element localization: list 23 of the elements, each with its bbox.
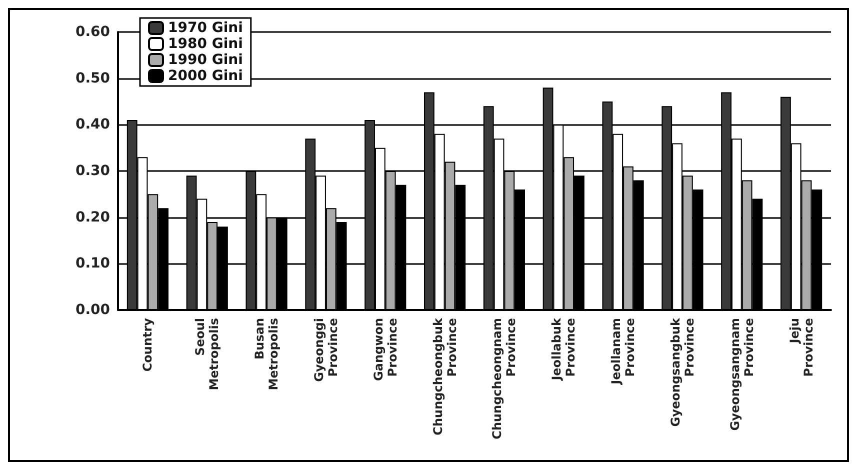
legend-label: 1990 Gini — [168, 52, 243, 68]
x-tick-label: Gyeongsangnam Province — [728, 318, 756, 431]
x-tick-label: Jeollanam Province — [609, 318, 638, 386]
x-tick-label: Busan Metropolis — [252, 318, 281, 390]
x-tick-label: Gangwon Province — [371, 318, 400, 381]
x-tick-label: Gyeongsangbuk Province — [668, 316, 696, 427]
y-tick-label: 0.60 — [75, 24, 110, 40]
y-tick-label: 0.40 — [75, 116, 110, 133]
x-tick-label: Gyeonggi Province — [312, 318, 340, 382]
y-tick-label: 0.50 — [75, 70, 110, 86]
legend-label: 1970 Gini — [168, 20, 243, 36]
x-tick-label: Jeollabuk Province — [550, 316, 578, 382]
x-tick-label: Country — [140, 318, 155, 372]
x-tick-label: Chungcheongnam Province — [490, 318, 518, 440]
y-tick-label: 0.00 — [75, 302, 110, 318]
x-tick-label: Chungcheongbuk Province — [430, 316, 459, 436]
x-tick-label: Jeju Province — [787, 318, 816, 377]
legend-label: 2000 Gini — [168, 68, 243, 84]
y-tick-label: 0.10 — [75, 256, 110, 272]
legend-label: 1980 Gini — [168, 36, 243, 52]
x-tick-label: Seoul Metropolis — [193, 318, 222, 390]
y-tick-label: 0.30 — [75, 163, 110, 179]
y-tick-label: 0.20 — [75, 209, 110, 226]
